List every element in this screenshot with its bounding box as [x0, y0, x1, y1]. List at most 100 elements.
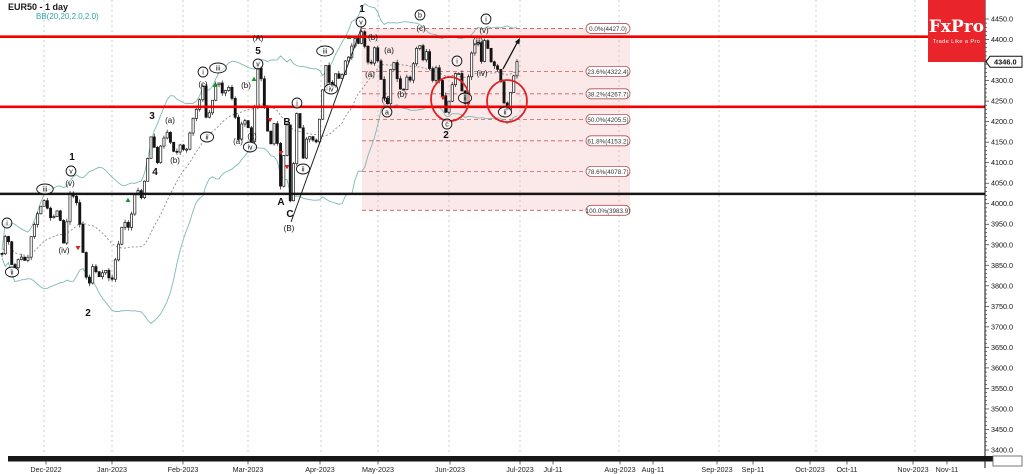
wave-label: ii	[199, 131, 215, 143]
y-axis-label: 4100.0	[991, 158, 1013, 167]
svg-text:(v): (v)	[479, 26, 489, 35]
svg-text:0.0%(4427.0): 0.0%(4427.0)	[589, 26, 627, 33]
highlight-ellipse[interactable]	[486, 79, 528, 123]
y-axis-label: 3850.0	[991, 261, 1013, 270]
y-axis-label: 3550.0	[991, 384, 1013, 393]
candle	[431, 66, 435, 83]
svg-text:2: 2	[85, 308, 91, 319]
sell-signal-marker	[75, 246, 81, 251]
candle	[489, 47, 493, 63]
svg-text:(a): (a)	[165, 116, 175, 125]
candle	[0, 253, 4, 257]
x-axis-label: Sep-11	[742, 465, 765, 474]
candle	[434, 65, 438, 83]
svg-text:(a): (a)	[384, 46, 394, 55]
candle	[88, 274, 91, 287]
fib-level-label: 23.6%(4322.4)	[585, 65, 631, 77]
projection-arrow[interactable]	[502, 42, 518, 70]
fib-level-label: 38.2%(4267.7)	[585, 88, 631, 100]
wave-label: (b)	[241, 81, 251, 90]
trendline[interactable]	[290, 25, 363, 223]
svg-text:v: v	[359, 20, 363, 27]
fxpro-logo-name: FxPro	[928, 16, 985, 37]
svg-text:4346.0: 4346.0	[994, 57, 1017, 66]
svg-text:(iv): (iv)	[58, 246, 69, 255]
svg-text:(b): (b)	[368, 33, 378, 42]
svg-text:C: C	[286, 209, 293, 220]
x-axis-label: Aug-11	[642, 465, 665, 474]
svg-text:a: a	[385, 110, 389, 117]
y-axis-label: 4000.0	[991, 199, 1013, 208]
svg-text:(a): (a)	[365, 70, 375, 79]
svg-text:(iii): (iii)	[473, 37, 484, 46]
price-axis-panel[interactable]	[985, 0, 1024, 474]
wave-label: iv	[242, 141, 258, 153]
bollinger-middle-band	[1, 63, 518, 256]
candle	[65, 218, 69, 245]
candle	[479, 40, 483, 64]
wave-label: v	[65, 165, 77, 177]
candle	[262, 75, 266, 109]
fib-level-label: 78.6%(4078.7)	[585, 166, 631, 177]
candle	[198, 98, 202, 112]
candle	[249, 126, 253, 143]
candle	[492, 60, 496, 69]
candle	[42, 199, 46, 207]
wave-label: ii	[497, 106, 513, 118]
wave-label: (v)	[479, 26, 489, 35]
x-axis-label: Nov-11	[936, 465, 959, 474]
svg-text:1: 1	[69, 152, 75, 163]
candle	[366, 44, 370, 65]
scrollbar-handle[interactable]	[992, 455, 1023, 467]
svg-text:(v): (v)	[65, 179, 75, 188]
time-scrollbar[interactable]	[8, 456, 993, 462]
svg-text:(b): (b)	[397, 90, 407, 99]
candle	[285, 122, 289, 157]
candle	[130, 211, 134, 231]
wave-label: (v)	[65, 179, 75, 188]
x-axis-label: Aug-2023	[604, 465, 635, 474]
y-axis-label: 3950.0	[991, 220, 1013, 229]
candle	[389, 69, 393, 107]
sell-signal-marker	[284, 165, 290, 170]
candle	[483, 38, 487, 63]
candle	[207, 110, 211, 119]
sell-signal-marker	[440, 96, 446, 101]
wave-label: 5	[255, 46, 261, 57]
sell-signal-marker	[267, 118, 273, 123]
projection-arrow-head	[514, 38, 520, 45]
candlesticks	[0, 29, 519, 287]
wave-label: 2	[443, 130, 449, 141]
x-axis-label: Jul-2023	[506, 465, 534, 474]
candle	[110, 274, 114, 282]
wave-label: i	[197, 66, 209, 78]
y-axis-label: 3650.0	[991, 343, 1013, 352]
wave-label: (c)	[381, 95, 391, 104]
candle	[32, 222, 36, 239]
candle	[486, 39, 490, 50]
wave-labels: iiiiii1v(v)(iv)234(a)(b)i(c)iiiii(a)(c)i…	[1, 4, 513, 319]
candle	[405, 74, 409, 91]
candle	[363, 30, 367, 49]
wave-label: ii	[457, 92, 473, 104]
wave-label: i	[480, 13, 492, 25]
svg-text:ii: ii	[10, 270, 14, 277]
wave-label: (a)	[233, 137, 243, 146]
svg-text:1: 1	[359, 4, 365, 15]
wave-label: i	[291, 97, 303, 109]
svg-text:i: i	[456, 59, 458, 66]
candle	[295, 112, 299, 166]
svg-text:(iv): (iv)	[476, 69, 487, 78]
wave-label: (iv)	[58, 246, 69, 255]
candle	[418, 45, 422, 51]
svg-text:i: i	[6, 221, 8, 228]
candle	[256, 67, 260, 110]
candle	[175, 148, 179, 155]
candle	[188, 131, 192, 151]
wave-label: b	[414, 9, 426, 21]
wave-label: (b)	[397, 90, 407, 99]
candle	[52, 214, 56, 219]
time-axis-panel[interactable]	[0, 461, 1024, 474]
